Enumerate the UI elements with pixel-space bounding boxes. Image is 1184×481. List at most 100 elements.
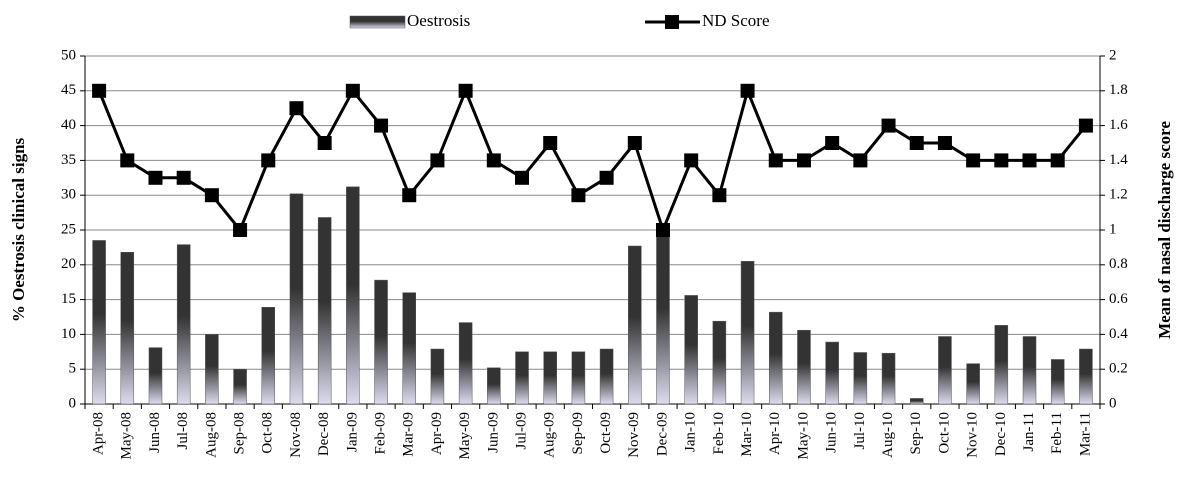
- marker: [768, 153, 783, 168]
- y2-tick-label: 0.4: [1109, 326, 1128, 342]
- x-tick-label: Oct-09: [598, 412, 614, 454]
- x-tick-label: Jul-10: [852, 412, 868, 450]
- x-tick-label: Dec-08: [316, 412, 332, 456]
- bar: [881, 352, 896, 405]
- x-tick-label: Jun-08: [147, 412, 163, 453]
- bar: [402, 292, 416, 405]
- y-tick-label: 50: [61, 47, 76, 63]
- y2-tick-label: 0.6: [1109, 291, 1128, 307]
- x-tick-label: Aug-08: [203, 412, 219, 458]
- y2-tick-label: 1: [1109, 221, 1117, 237]
- x-tick-label: Nov-09: [626, 412, 642, 458]
- bar: [430, 348, 445, 405]
- bar: [120, 252, 135, 405]
- x-tick-label: Jul-08: [175, 412, 191, 450]
- marker: [430, 153, 445, 168]
- marker: [515, 170, 530, 185]
- bar: [1022, 336, 1037, 405]
- marker: [655, 223, 670, 237]
- y2-axis-title: Mean of nasal discharge score: [1155, 121, 1174, 339]
- x-tick-label: Dec-10: [993, 412, 1009, 456]
- marker: [289, 101, 304, 116]
- marker: [966, 153, 981, 168]
- x-tick-label: Jun-09: [485, 412, 501, 453]
- marker: [712, 188, 727, 203]
- x-tick-label: Jan-10: [683, 412, 699, 452]
- marker: [937, 136, 952, 150]
- marker: [486, 153, 501, 168]
- y-tick-label: 15: [61, 291, 76, 307]
- marker: [120, 153, 135, 168]
- bar: [628, 245, 642, 405]
- y-axis-title: % Oestrosis clinical signs: [9, 137, 28, 322]
- x-tick-label: Feb-11: [1049, 412, 1065, 454]
- y-tick-label: 40: [61, 117, 76, 133]
- x-tick-label: Sep-10: [908, 412, 924, 455]
- marker: [543, 136, 558, 150]
- bar: [712, 320, 727, 405]
- x-tick-label: Sep-08: [232, 412, 248, 455]
- marker: [627, 136, 642, 150]
- y-tick-label: 35: [61, 152, 76, 168]
- x-tick-label: Aug-10: [880, 412, 896, 458]
- x-tick-label: May-08: [119, 412, 135, 460]
- legend-label: ND Score: [702, 11, 770, 30]
- x-tick-label: Jan-09: [344, 412, 360, 452]
- x-tick-label: Oct-10: [936, 412, 952, 454]
- x-tick-label: Apr-08: [91, 412, 107, 455]
- marker: [909, 136, 924, 150]
- x-tick-label: Apr-09: [429, 412, 445, 455]
- x-tick-label: Nov-08: [288, 412, 304, 458]
- marker: [204, 188, 219, 203]
- marker: [825, 136, 840, 150]
- bar: [994, 325, 1009, 405]
- marker: [92, 83, 107, 98]
- bar: [769, 311, 783, 405]
- bar: [599, 348, 614, 405]
- y2-tick-label: 0.2: [1109, 361, 1128, 377]
- bar: [656, 229, 670, 405]
- y-tick-label: 10: [61, 326, 76, 342]
- x-tick-label: Feb-10: [711, 412, 727, 455]
- legend-swatch: [665, 15, 679, 29]
- y-tick-label: 20: [61, 256, 76, 272]
- bar: [740, 261, 755, 405]
- x-tick-label: Jan-11: [1021, 412, 1037, 451]
- y2-tick-label: 2: [1109, 47, 1117, 63]
- y-tick-label: 5: [69, 361, 77, 377]
- bar: [684, 295, 698, 405]
- bar: [205, 334, 219, 405]
- x-tick-label: Apr-10: [767, 412, 783, 455]
- x-tick-label: Jun-10: [824, 412, 840, 453]
- marker: [233, 223, 248, 237]
- marker: [176, 170, 191, 185]
- y-tick-label: 30: [61, 187, 76, 203]
- marker: [599, 170, 614, 185]
- bar: [825, 341, 839, 405]
- x-tick-label: Mar-09: [401, 412, 417, 457]
- y-tick-label: 45: [61, 82, 76, 98]
- bar: [1050, 359, 1065, 405]
- bar: [92, 240, 106, 405]
- y2-tick-label: 1.2: [1109, 187, 1128, 203]
- bar: [233, 368, 247, 405]
- x-tick-label: Mar-10: [739, 412, 755, 457]
- bar: [853, 352, 868, 405]
- marker: [1022, 153, 1037, 168]
- marker: [571, 188, 586, 203]
- marker: [458, 83, 473, 98]
- marker: [684, 153, 699, 168]
- legend-swatch: [349, 15, 406, 29]
- marker: [345, 83, 360, 98]
- bar: [571, 351, 586, 405]
- x-tick-label: Aug-09: [542, 412, 558, 458]
- marker: [796, 153, 811, 168]
- x-tick-label: Oct-08: [260, 412, 276, 454]
- bar: [909, 398, 924, 405]
- bar: [1079, 348, 1093, 405]
- marker: [994, 153, 1009, 168]
- bar: [797, 329, 811, 405]
- bar: [374, 279, 388, 405]
- bar: [515, 351, 529, 405]
